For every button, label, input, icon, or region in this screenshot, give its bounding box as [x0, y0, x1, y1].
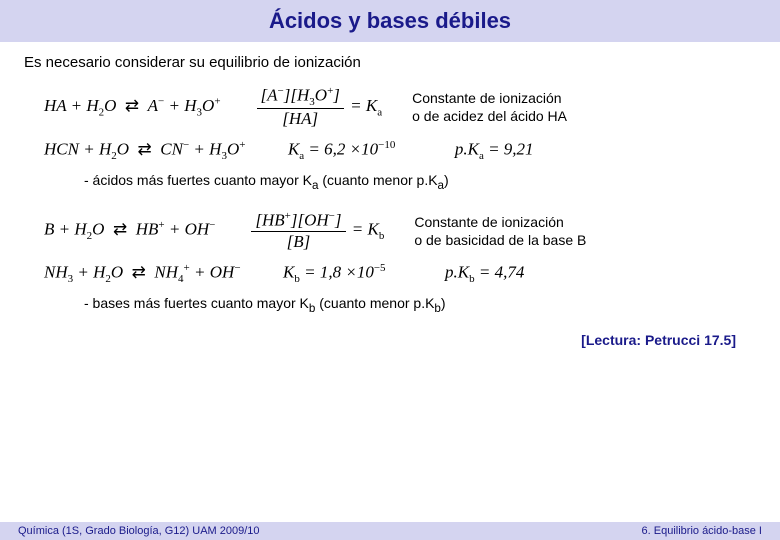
footer-right: 6. Equilibrio ácido-base I — [642, 525, 762, 537]
acid-annot-line2: o de acidez del ácido HA — [412, 108, 567, 124]
base-annotation: Constante de ionización o de basicidad d… — [414, 213, 586, 249]
acid-generic-row: HA + H2O ⇄ A− + H3O+ [A−][H3O+] [HA] = K… — [24, 85, 756, 129]
footer-left: Química (1S, Grado Biología, G12) UAM 20… — [18, 525, 260, 537]
footer-bar: Química (1S, Grado Biología, G12) UAM 20… — [0, 522, 780, 540]
lectura-reference: [Lectura: Petrucci 17.5] — [24, 332, 756, 348]
base-generic-row: B + H2O ⇄ HB+ + OH− [HB+][OH−] [B] = Kb … — [24, 210, 756, 252]
intro-text: Es necesario considerar su equilibrio de… — [24, 54, 756, 71]
content-area: Es necesario considerar su equilibrio de… — [0, 42, 780, 348]
acid-note: - ácidos más fuertes cuanto mayor Ka (cu… — [84, 172, 756, 192]
acid-example-row: HCN + H2O ⇄ CN− + H3O+ Ka = 6,2 ×10−10 p… — [24, 139, 756, 162]
acid-annot-line1: Constante de ionización — [412, 90, 561, 106]
page-title: Ácidos y bases débiles — [0, 8, 780, 34]
acid-generic-eq: HA + H2O ⇄ A− + H3O+ [A−][H3O+] [HA] = K… — [44, 85, 382, 129]
base-generic-eq: B + H2O ⇄ HB+ + OH− [HB+][OH−] [B] = Kb — [44, 210, 384, 252]
base-annot-line2: o de basicidad de la base B — [414, 232, 586, 248]
title-bar: Ácidos y bases débiles — [0, 0, 780, 42]
base-example-row: NH3 + H2O ⇄ NH4+ + OH− Kb = 1,8 ×10−5 p.… — [24, 262, 756, 285]
base-example-eq: NH3 + H2O ⇄ NH4+ + OH− Kb = 1,8 ×10−5 p.… — [44, 262, 524, 285]
acid-example-eq: HCN + H2O ⇄ CN− + H3O+ Ka = 6,2 ×10−10 p… — [44, 139, 534, 162]
acid-annotation: Constante de ionización o de acidez del … — [412, 89, 567, 125]
base-annot-line1: Constante de ionización — [414, 214, 563, 230]
base-note: - bases más fuertes cuanto mayor Kb (cua… — [84, 295, 756, 315]
